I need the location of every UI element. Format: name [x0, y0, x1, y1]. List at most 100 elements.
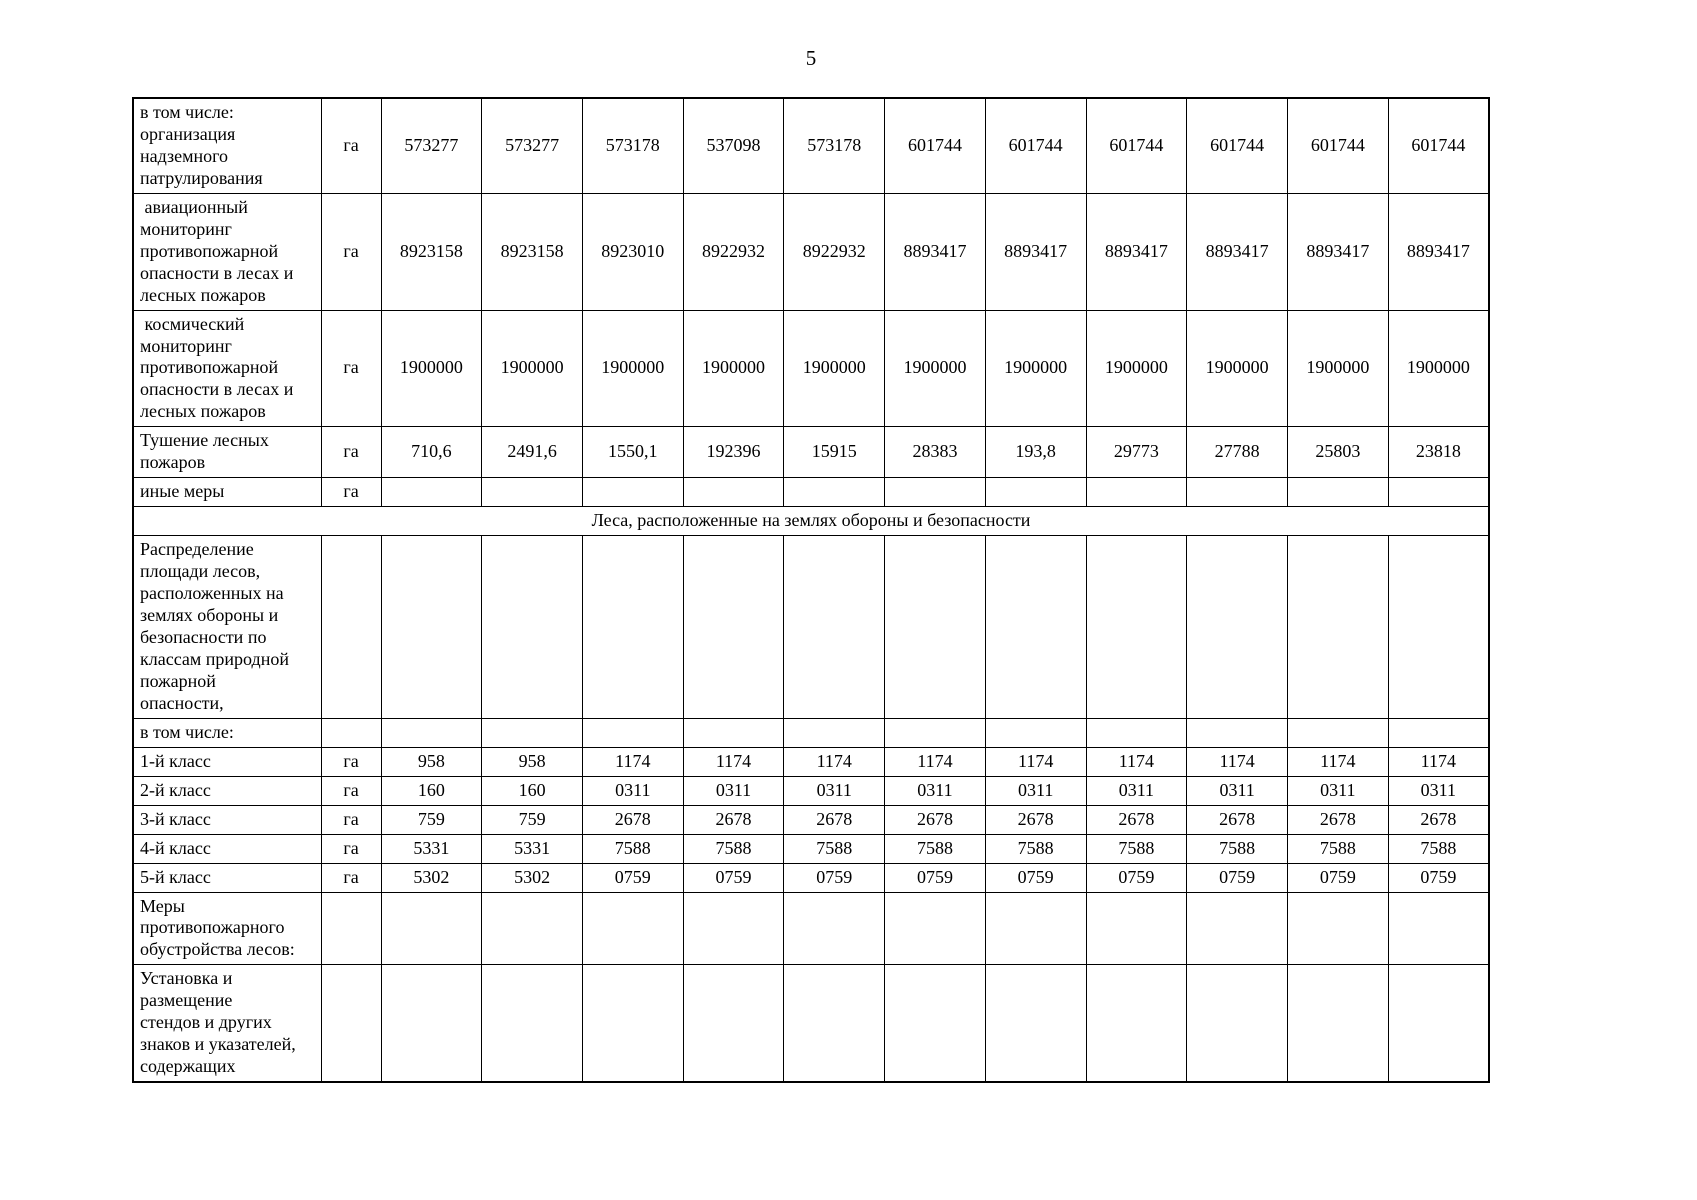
value-cell: 7588 — [1085, 833, 1188, 864]
table-row: 5-й класс га 5302 5302 0759 0759 0759 0759 0759 0… — [132, 862, 1490, 893]
unit-cell: га — [320, 192, 382, 311]
value-cell: 0759 — [884, 862, 986, 893]
value-cell: 8893417 — [1186, 192, 1288, 311]
value-cell: 0759 — [984, 862, 1087, 893]
value-cell — [1387, 477, 1490, 508]
value-cell: 5331 — [481, 833, 583, 864]
value-cell: 573178 — [783, 97, 886, 194]
value-cell: 1174 — [1387, 746, 1490, 777]
value-cell — [1387, 535, 1490, 719]
value-cell: 573277 — [481, 97, 583, 194]
value-cell: 192396 — [682, 426, 785, 479]
value-cell — [1286, 891, 1389, 966]
value-cell: 958 — [380, 746, 483, 777]
value-cell — [581, 964, 684, 1083]
value-cell: 8893417 — [1387, 192, 1490, 311]
fire-protection-measures-table: в том числе: организация надземного патр… — [132, 97, 1490, 1084]
value-cell: 0311 — [1286, 775, 1389, 806]
value-cell — [380, 891, 483, 966]
unit-cell: га — [320, 862, 382, 893]
page-number: 5 — [805, 46, 817, 70]
value-cell: 601744 — [1085, 97, 1188, 194]
value-cell — [984, 535, 1087, 719]
value-cell: 1900000 — [783, 309, 886, 428]
value-cell: 0311 — [581, 775, 684, 806]
value-cell — [682, 891, 785, 966]
value-cell: 8893417 — [884, 192, 986, 311]
row-label: в том числе: организация надземного патр… — [132, 97, 322, 194]
value-cell — [783, 717, 886, 748]
value-cell: 2678 — [884, 804, 986, 835]
value-cell: 0759 — [682, 862, 785, 893]
value-cell — [380, 964, 483, 1083]
table-row: Тушение лесных пожаров га 710,6 2491,6 1550,… — [132, 426, 1490, 479]
value-cell: 7588 — [682, 833, 785, 864]
value-cell: 573277 — [380, 97, 483, 194]
row-label: Установка и размещение стендов и других … — [132, 964, 322, 1083]
value-cell — [1085, 477, 1188, 508]
table-row: 1-й класс га 958 958 1174 1174 1174 1174 1174 117… — [132, 746, 1490, 777]
row-label: Распределение площади лесов, расположенн… — [132, 535, 322, 719]
value-cell: 759 — [380, 804, 483, 835]
value-cell — [984, 891, 1087, 966]
value-cell: 0311 — [1186, 775, 1288, 806]
value-cell: 2491,6 — [481, 426, 583, 479]
value-cell: 2678 — [682, 804, 785, 835]
value-cell: 601744 — [884, 97, 986, 194]
value-cell — [581, 535, 684, 719]
value-cell: 0311 — [1085, 775, 1188, 806]
row-label: авиационный мониторинг противопожарной о… — [132, 192, 322, 311]
value-cell: 1900000 — [581, 309, 684, 428]
value-cell: 537098 — [682, 97, 785, 194]
value-cell — [884, 964, 986, 1083]
value-cell — [783, 891, 886, 966]
value-cell: 1900000 — [1186, 309, 1288, 428]
table-row: 4-й класс га 5331 5331 7588 7588 7588 7588 7588 7… — [132, 833, 1490, 864]
table-row: 3-й класс га 759 759 2678 2678 2678 2678 2678 267… — [132, 804, 1490, 835]
value-cell: 1174 — [682, 746, 785, 777]
table-row: Меры противопожарного обустройства лесов… — [132, 891, 1490, 966]
value-cell: 2678 — [1286, 804, 1389, 835]
value-cell: 0759 — [1085, 862, 1188, 893]
value-cell — [481, 717, 583, 748]
value-cell: 1900000 — [682, 309, 785, 428]
value-cell — [1085, 717, 1188, 748]
value-cell — [380, 717, 483, 748]
row-label: Тушение лесных пожаров — [132, 426, 322, 479]
value-cell — [984, 477, 1087, 508]
value-cell: 1174 — [783, 746, 886, 777]
value-cell: 1900000 — [1286, 309, 1389, 428]
value-cell: 7588 — [1286, 833, 1389, 864]
value-cell: 193,8 — [984, 426, 1087, 479]
row-label: 2-й класс — [132, 775, 322, 806]
value-cell — [1085, 535, 1188, 719]
value-cell — [783, 477, 886, 508]
value-cell: 29773 — [1085, 426, 1188, 479]
value-cell: 8923010 — [581, 192, 684, 311]
value-cell: 0759 — [1387, 862, 1490, 893]
value-cell — [581, 717, 684, 748]
value-cell — [481, 964, 583, 1083]
value-cell: 1900000 — [481, 309, 583, 428]
value-cell: 5302 — [380, 862, 483, 893]
row-label: иные меры — [132, 477, 322, 508]
unit-cell: га — [320, 97, 382, 194]
table-row: 2-й класс га 160 160 0311 0311 0311 0311 0311 031… — [132, 775, 1490, 806]
value-cell: 2678 — [581, 804, 684, 835]
value-cell: 23818 — [1387, 426, 1490, 479]
value-cell: 1174 — [581, 746, 684, 777]
value-cell: 8893417 — [1286, 192, 1389, 311]
table-row: авиационный мониторинг противопожарной о… — [132, 192, 1490, 311]
row-label: 5-й класс — [132, 862, 322, 893]
value-cell — [481, 477, 583, 508]
value-cell: 1174 — [1186, 746, 1288, 777]
value-cell: 1174 — [884, 746, 986, 777]
value-cell: 7588 — [1186, 833, 1288, 864]
value-cell: 0311 — [783, 775, 886, 806]
unit-cell — [320, 891, 382, 966]
value-cell: 2678 — [1186, 804, 1288, 835]
value-cell: 28383 — [884, 426, 986, 479]
value-cell: 2678 — [984, 804, 1087, 835]
value-cell — [481, 891, 583, 966]
